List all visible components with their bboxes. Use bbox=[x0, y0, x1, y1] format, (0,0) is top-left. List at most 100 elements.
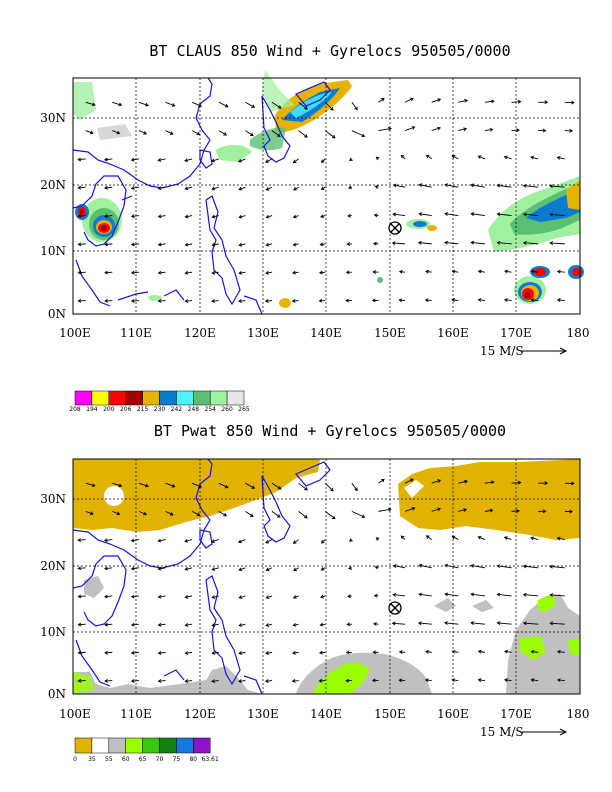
wind-arrowhead bbox=[265, 540, 269, 544]
wind-arrowhead bbox=[477, 298, 482, 302]
wind-arrow bbox=[131, 539, 139, 542]
colorbar-swatch bbox=[176, 390, 194, 406]
wind-arrow bbox=[131, 243, 139, 246]
colorbar-tick-label: 260 bbox=[221, 406, 233, 413]
wind-arrow bbox=[158, 158, 166, 161]
wind-arrow bbox=[404, 126, 415, 132]
wind-arrow bbox=[392, 622, 406, 625]
wind-arrowhead bbox=[238, 679, 242, 683]
wind-arrow bbox=[478, 650, 486, 653]
wind-arrowhead bbox=[292, 214, 297, 219]
wind-arrow bbox=[185, 215, 193, 218]
wind-arrow bbox=[265, 271, 273, 274]
wind-arrowhead bbox=[398, 678, 403, 683]
wind-arrowhead bbox=[265, 159, 269, 163]
colorbar-tick-label: 60 bbox=[122, 756, 130, 763]
wind-arrow bbox=[351, 130, 365, 137]
wind-arrowhead bbox=[318, 650, 323, 655]
wind-arrow bbox=[452, 535, 459, 540]
wind-arrowhead bbox=[444, 592, 449, 597]
wind-arrowhead bbox=[291, 298, 296, 303]
wind-arrowhead bbox=[238, 158, 242, 163]
wind-arrowhead bbox=[292, 242, 297, 247]
x-tick-label: 170E bbox=[500, 326, 532, 340]
wind-arrowhead bbox=[496, 183, 501, 188]
colorbar-swatches bbox=[74, 737, 211, 754]
wind-arrowhead bbox=[211, 623, 216, 627]
wind-arrowhead bbox=[556, 156, 561, 160]
wind-arrow bbox=[185, 271, 193, 274]
wind-arrowhead bbox=[104, 214, 108, 219]
colorbar-swatch bbox=[125, 737, 143, 754]
wind-arrowhead bbox=[522, 183, 527, 188]
wind-arrowhead bbox=[145, 102, 149, 107]
wind-arrow bbox=[404, 97, 414, 103]
x-tick-label: 120E bbox=[184, 326, 216, 340]
wind-arrow bbox=[131, 215, 139, 217]
wind-arrow bbox=[165, 482, 175, 488]
wind-arrow bbox=[298, 130, 308, 138]
panel-pwat: BT Pwat 850 Wind + Gyrelocs 950505/0000 bbox=[40, 422, 589, 763]
wind-arrowhead bbox=[387, 507, 392, 512]
wind-arrow bbox=[78, 623, 86, 626]
wind-arrow bbox=[131, 595, 139, 598]
wind-arrow bbox=[478, 299, 485, 301]
wind-arrowhead bbox=[556, 269, 561, 274]
colorbar-swatch bbox=[176, 737, 194, 754]
wind-arrowhead bbox=[157, 270, 162, 275]
wind-arrowhead bbox=[238, 299, 242, 303]
wind-arrow bbox=[292, 271, 299, 274]
wind-arrowhead bbox=[104, 270, 108, 275]
wind-arrow bbox=[504, 156, 512, 160]
wind-arrowhead bbox=[157, 242, 162, 247]
wind-arrow bbox=[471, 213, 485, 217]
wind-arrow bbox=[245, 101, 255, 108]
wind-arrowhead bbox=[292, 650, 296, 655]
cloud-shading bbox=[73, 70, 584, 308]
wind-arrowhead bbox=[373, 593, 378, 598]
wind-arrow bbox=[212, 651, 219, 654]
wind-arrowhead bbox=[374, 565, 379, 570]
wind-arrow bbox=[293, 186, 299, 191]
wind-arrowhead bbox=[411, 506, 416, 511]
wind-arrowhead bbox=[489, 508, 494, 513]
wind-arrowhead bbox=[549, 184, 553, 189]
wind-arrow bbox=[104, 243, 113, 246]
wind-arrow bbox=[497, 242, 512, 245]
wind-arrowhead bbox=[556, 678, 561, 683]
wind-arrow bbox=[550, 594, 565, 597]
wind-arrowhead bbox=[304, 106, 308, 110]
wind-vectors bbox=[77, 97, 575, 303]
wind-arrowhead bbox=[118, 102, 123, 107]
wind-arrow bbox=[85, 510, 94, 515]
wind-arrowhead bbox=[530, 155, 535, 160]
wind-arrowhead bbox=[238, 567, 243, 572]
wind-arrowhead bbox=[496, 240, 501, 245]
wind-arrowhead bbox=[542, 128, 547, 133]
wind-arrowhead bbox=[320, 540, 325, 544]
wind-arrowhead bbox=[477, 649, 482, 654]
x-tick-label: 100E bbox=[59, 326, 91, 340]
colorbar-tick-label: 230 bbox=[154, 406, 166, 413]
wind-arrowhead bbox=[320, 186, 325, 190]
wind-arrow bbox=[271, 511, 281, 518]
colorbar-swatches bbox=[74, 390, 245, 406]
wind-arrow bbox=[131, 567, 139, 570]
wind-arrowhead bbox=[130, 566, 135, 571]
wind-arrowhead bbox=[157, 650, 162, 655]
wind-arrowhead bbox=[223, 512, 228, 517]
wind-arrow bbox=[158, 680, 166, 682]
colorbar-tick-label: 248 bbox=[188, 406, 200, 413]
wind-arrowhead bbox=[211, 242, 216, 247]
wind-arrowhead bbox=[330, 107, 334, 111]
x-tick-label: 160E bbox=[437, 326, 469, 340]
colorbar-swatch bbox=[193, 737, 211, 754]
wind-arrow bbox=[245, 482, 255, 489]
wind-arrowhead bbox=[77, 650, 82, 655]
panel-title: BT CLAUS 850 Wind + Gyrelocs 950505/0000 bbox=[149, 42, 510, 60]
wind-arrowhead bbox=[238, 651, 243, 655]
wind-arrow bbox=[530, 156, 539, 160]
wind-arrow bbox=[419, 184, 432, 188]
wind-arrowhead bbox=[556, 536, 561, 541]
wind-arrowhead bbox=[411, 126, 416, 130]
